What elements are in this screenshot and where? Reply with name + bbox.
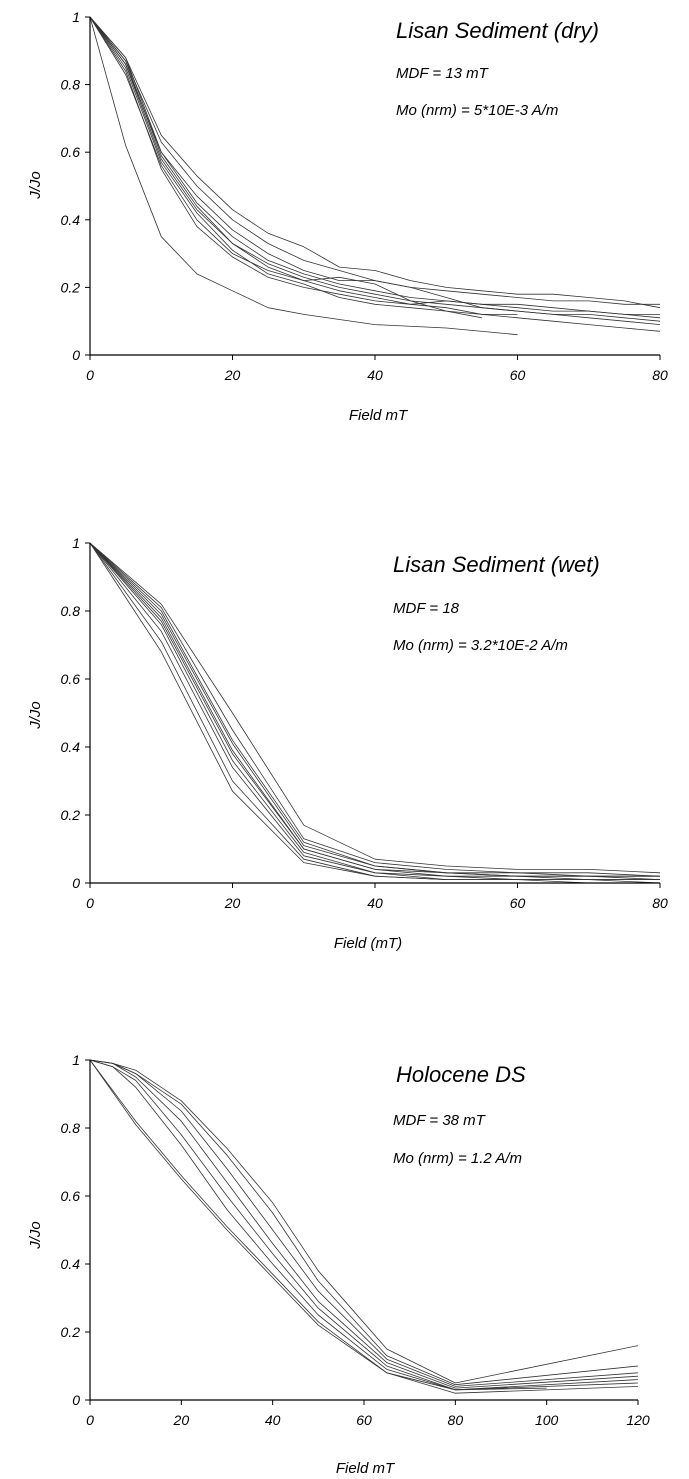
series-line-8 xyxy=(89,1059,639,1384)
y-tick-label: 0.2 xyxy=(61,807,81,823)
chart-title: Lisan Sediment (dry) xyxy=(396,18,599,43)
series-line-3 xyxy=(89,1059,639,1391)
series-line-5 xyxy=(89,1059,639,1389)
x-tick-label: 0 xyxy=(86,895,94,911)
y-tick-label: 0.6 xyxy=(61,1188,81,1204)
x-axis-label: Field mT xyxy=(336,1460,396,1477)
series-line-1 xyxy=(89,16,518,336)
mo-annotation: Mo (nrm) = 3.2*10E-2 A/m xyxy=(393,637,568,654)
y-tick-label: 0 xyxy=(72,347,80,363)
series-line-9 xyxy=(89,16,482,319)
panel-holocene-ds: Holocene DS MDF = 38 mT Mo (nrm) = 1.2 A… xyxy=(27,1052,650,1477)
y-tick-label: 0 xyxy=(72,875,80,891)
series-line-10 xyxy=(89,542,661,874)
series-line-2 xyxy=(89,16,518,315)
y-tick-label: 0.4 xyxy=(61,1256,81,1272)
axes-group: 0 0.2 0.4 0.6 0.8 1 0 20 40 60 80 xyxy=(61,9,668,383)
x-axis-label: Field (mT) xyxy=(334,935,402,952)
chart-title: Lisan Sediment (wet) xyxy=(393,552,600,577)
panel-lisan-dry: Lisan Sediment (dry) MDF = 13 mT Mo (nrm… xyxy=(27,9,668,424)
x-tick-label: 40 xyxy=(265,1412,281,1428)
y-tick-label: 0.6 xyxy=(61,144,81,160)
series-line-5 xyxy=(89,16,660,305)
x-tick-label: 60 xyxy=(510,895,526,911)
series-line-4 xyxy=(89,16,660,315)
y-tick-label: 1 xyxy=(72,1052,80,1068)
y-tick-label: 0.8 xyxy=(61,77,81,93)
x-tick-label: 80 xyxy=(652,895,668,911)
x-tick-label: 80 xyxy=(448,1412,464,1428)
series-line-4 xyxy=(89,1059,639,1391)
x-tick-label: 0 xyxy=(86,1412,94,1428)
series-line-7 xyxy=(89,16,661,332)
y-tick-label: 1 xyxy=(72,535,80,551)
y-tick-label: 0.8 xyxy=(61,1120,81,1136)
series-line-9 xyxy=(89,542,661,877)
mo-annotation: Mo (nrm) = 1.2 A/m xyxy=(393,1150,522,1167)
x-tick-label: 20 xyxy=(224,367,241,383)
axes-group: 0 0.2 0.4 0.6 0.8 1 0 20 40 60 80 xyxy=(61,535,668,911)
series-line-6 xyxy=(89,16,661,309)
x-tick-label: 60 xyxy=(356,1412,372,1428)
mdf-annotation: MDF = 38 mT xyxy=(393,1112,487,1129)
y-tick-label: 0.2 xyxy=(61,1324,81,1340)
y-tick-label: 0.2 xyxy=(61,279,81,295)
x-tick-label: 20 xyxy=(173,1412,190,1428)
x-tick-label: 40 xyxy=(367,895,383,911)
series-group xyxy=(89,1059,639,1394)
series-line-2 xyxy=(89,1059,639,1394)
y-tick-label: 0.6 xyxy=(61,671,81,687)
axes-group: 0 0.2 0.4 0.6 0.8 1 0 20 40 60 80 100 120 xyxy=(61,1052,650,1428)
series-line-7 xyxy=(89,1059,639,1386)
series-line-8 xyxy=(89,16,661,325)
series-line-6 xyxy=(89,1059,639,1387)
chart-title: Holocene DS xyxy=(396,1062,526,1087)
series-line-5 xyxy=(89,542,660,880)
mo-annotation: Mo (nrm) = 5*10E-3 A/m xyxy=(396,102,558,119)
series-line-3 xyxy=(89,542,660,880)
x-tick-label: 20 xyxy=(224,895,241,911)
series-line-8 xyxy=(89,542,660,877)
mdf-annotation: MDF = 13 mT xyxy=(396,65,490,82)
y-axis-label: J/Jo xyxy=(27,171,44,200)
y-axis-label: J/Jo xyxy=(27,1221,44,1250)
y-tick-label: 0.4 xyxy=(61,739,81,755)
y-axis-label: J/Jo xyxy=(27,701,44,730)
panel-lisan-wet: Lisan Sediment (wet) MDF = 18 Mo (nrm) =… xyxy=(27,535,668,952)
mdf-annotation: MDF = 18 xyxy=(393,600,460,617)
series-line-10 xyxy=(89,16,661,319)
series-line-1 xyxy=(89,542,661,884)
x-tick-label: 0 xyxy=(86,367,94,383)
x-tick-label: 40 xyxy=(367,367,383,383)
series-line-2 xyxy=(89,542,660,884)
y-tick-label: 0.8 xyxy=(61,603,81,619)
series-line-1 xyxy=(89,1059,547,1391)
x-axis-label: Field mT xyxy=(349,407,409,424)
series-line-7 xyxy=(89,542,660,877)
x-tick-label: 60 xyxy=(510,367,526,383)
y-tick-label: 1 xyxy=(72,9,80,25)
series-group xyxy=(89,542,661,884)
x-tick-label: 120 xyxy=(626,1412,650,1428)
series-line-3 xyxy=(89,16,661,322)
y-tick-label: 0.4 xyxy=(61,212,81,228)
x-tick-label: 80 xyxy=(652,367,668,383)
x-tick-label: 100 xyxy=(535,1412,559,1428)
series-line-6 xyxy=(89,542,661,880)
y-tick-label: 0 xyxy=(72,1392,80,1408)
series-group xyxy=(89,16,661,336)
series-line-4 xyxy=(89,542,660,880)
